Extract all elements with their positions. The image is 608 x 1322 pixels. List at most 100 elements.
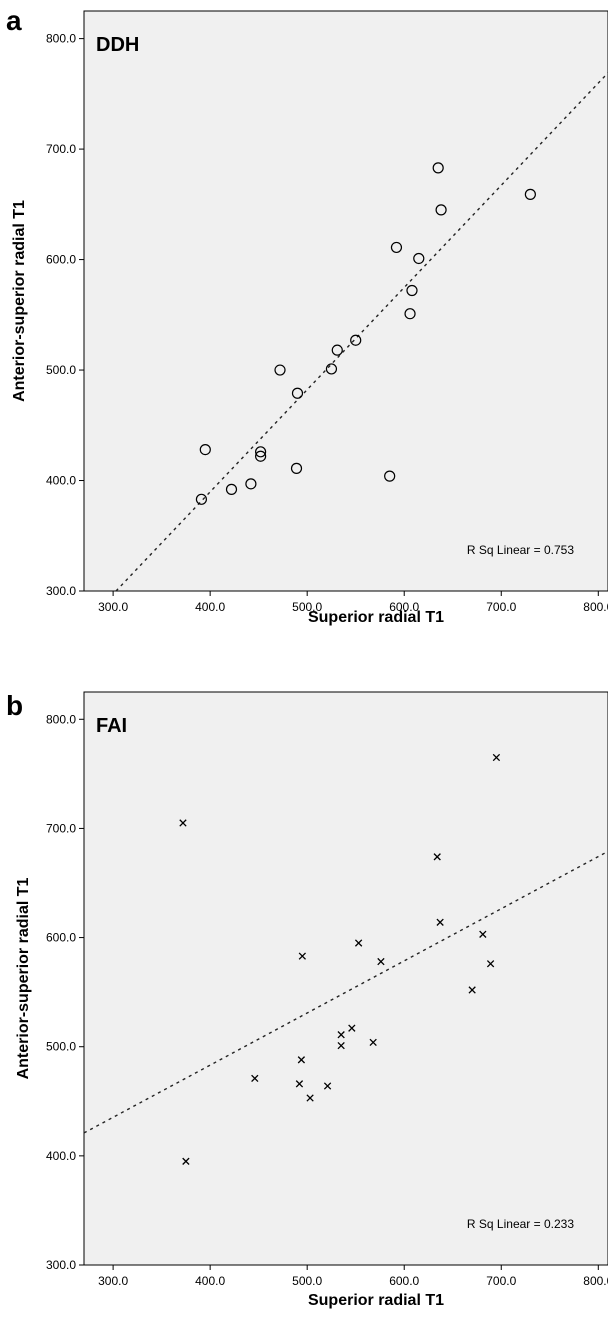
data-point <box>325 363 338 375</box>
data-point <box>377 957 385 966</box>
point-stroke <box>354 939 363 947</box>
x-tick-label: 800.0 <box>583 1274 608 1288</box>
x-tick-label: 700.0 <box>486 600 516 614</box>
data-point <box>297 1056 306 1064</box>
panel-b: b FAI 300.0 400.0 500.0 600.0 700.0 800.0 300.0 4… <box>6 690 608 1309</box>
y-axis-label: Anterior-superior radial T1 <box>15 877 32 1079</box>
data-point <box>435 204 447 216</box>
plot-area <box>83 10 608 592</box>
x-tick-label: 500.0 <box>292 1274 322 1288</box>
point-stroke <box>251 1074 259 1083</box>
r-squared-label: R Sq Linear = 0.753 <box>467 543 574 557</box>
point-stroke <box>492 753 501 762</box>
x-tick-label: 700.0 <box>486 1274 516 1288</box>
data-point <box>290 462 303 474</box>
data-point <box>354 939 363 947</box>
data-point <box>413 252 425 265</box>
y-tick-label: 700.0 <box>46 142 76 156</box>
point-stroke <box>297 1056 306 1064</box>
data-point <box>492 753 501 762</box>
x-tick-label: 400.0 <box>195 1274 225 1288</box>
y-tick-label: 600.0 <box>46 931 76 945</box>
point-stroke <box>436 918 444 926</box>
point-stroke <box>479 930 487 938</box>
x-axis-label: Superior radial T1 <box>308 609 444 626</box>
x-tick-label: 500.0 <box>292 600 322 614</box>
x-axis-label: Superior radial T1 <box>308 1292 444 1309</box>
point-stroke <box>369 1038 377 1047</box>
plot-title: DDH <box>96 34 139 56</box>
point-stroke <box>179 819 187 827</box>
data-point <box>348 1024 356 1032</box>
data-point <box>337 1041 345 1050</box>
point-stroke <box>337 1031 345 1039</box>
data-point <box>298 952 306 960</box>
data-point <box>323 1082 332 1090</box>
data-point <box>404 308 416 320</box>
fit-line <box>115 72 608 591</box>
panel-letter: a <box>6 5 22 36</box>
data-point <box>291 387 304 399</box>
data-point <box>306 1094 314 1102</box>
point-stroke <box>182 1157 190 1165</box>
x-tick-label: 800.0 <box>583 600 608 614</box>
data-point <box>524 188 536 200</box>
data-point <box>182 1157 190 1165</box>
point-stroke <box>337 1041 345 1050</box>
point-stroke <box>377 957 385 966</box>
point-stroke <box>295 1080 304 1088</box>
y-tick-label: 500.0 <box>46 1040 76 1054</box>
data-point <box>295 1080 304 1088</box>
y-tick-label: 400.0 <box>46 474 76 488</box>
y-axis-label: Anterior-superior radial T1 <box>11 200 28 402</box>
x-tick-label: 300.0 <box>98 600 128 614</box>
data-point <box>225 483 238 495</box>
x-tick-label: 300.0 <box>98 1274 128 1288</box>
data-point <box>337 1031 345 1039</box>
point-stroke <box>433 853 441 861</box>
fit-line <box>84 850 608 1134</box>
point-stroke <box>468 986 476 994</box>
x-tick-label: 600.0 <box>389 600 419 614</box>
y-tick-label: 400.0 <box>46 1149 76 1163</box>
panel-a: a DDH 300.0 400.0 500.0 600.0 700.0 800.0 300.0 4… <box>6 5 608 626</box>
data-point <box>350 334 362 346</box>
data-point <box>199 443 211 456</box>
y-tick-label: 500.0 <box>46 363 76 377</box>
data-point <box>274 364 286 376</box>
y-tick-label: 300.0 <box>46 1258 76 1272</box>
data-point <box>255 450 267 462</box>
plot-area <box>83 691 608 1266</box>
panel-letter: b <box>6 690 23 721</box>
data-point <box>384 470 396 482</box>
data-point <box>331 344 343 356</box>
data-point <box>251 1074 259 1083</box>
data-point <box>433 853 441 861</box>
y-tick-label: 700.0 <box>46 821 76 835</box>
data-point <box>468 986 476 994</box>
data-point <box>390 241 403 254</box>
data-point <box>245 478 257 490</box>
y-tick-label: 800.0 <box>46 712 76 726</box>
point-stroke <box>323 1082 332 1090</box>
x-tick-label: 400.0 <box>195 600 225 614</box>
data-point <box>255 446 267 458</box>
point-stroke <box>306 1094 314 1102</box>
data-point <box>479 930 487 938</box>
y-tick-label: 800.0 <box>46 32 76 46</box>
x-tick-label: 600.0 <box>389 1274 419 1288</box>
data-point <box>436 918 444 926</box>
point-stroke <box>486 960 495 968</box>
plot-title: FAI <box>96 715 127 737</box>
data-point <box>486 960 495 968</box>
data-point <box>179 819 187 827</box>
point-stroke <box>298 952 306 960</box>
y-tick-label: 300.0 <box>46 584 76 598</box>
data-point <box>406 284 418 297</box>
data-point <box>432 162 444 174</box>
y-tick-label: 600.0 <box>46 253 76 267</box>
data-point <box>195 493 208 505</box>
point-stroke <box>348 1024 356 1032</box>
data-point <box>369 1038 377 1047</box>
